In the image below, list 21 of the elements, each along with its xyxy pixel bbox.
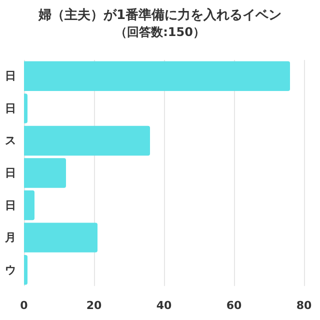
x-tick-label: 60 — [226, 299, 242, 312]
bar — [24, 222, 98, 252]
bar — [24, 94, 28, 124]
y-tick-label: ウ — [5, 263, 16, 276]
y-tick-label: ス — [5, 134, 16, 148]
x-tick-label: 80 — [296, 299, 312, 312]
x-tick-label: 40 — [156, 299, 172, 312]
y-tick-label: 日 — [5, 166, 16, 180]
x-tick-label: 20 — [86, 299, 102, 312]
bar — [24, 61, 290, 91]
y-tick-label: 日 — [5, 70, 16, 83]
chart-subtitle: （回答数:150） — [115, 25, 205, 39]
chart-title: 婦（主夫）が1番準備に力を入れるイベン — [37, 7, 282, 23]
y-tick-label: 月 — [4, 231, 16, 244]
bar — [24, 190, 34, 220]
bar — [24, 158, 66, 188]
bar — [24, 126, 150, 156]
x-tick-label: 0 — [20, 299, 28, 312]
y-tick-label: 日 — [5, 198, 16, 212]
bar — [24, 255, 28, 285]
y-tick-label: 日 — [5, 102, 16, 115]
